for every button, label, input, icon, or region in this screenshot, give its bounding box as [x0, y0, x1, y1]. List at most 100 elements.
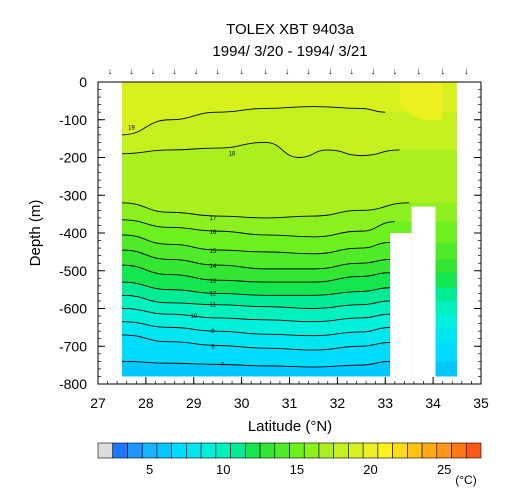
x-tick-label-29: 29	[186, 395, 202, 411]
colorbar-cell-27	[465, 442, 482, 459]
isotherm-label-17: 17	[210, 216, 217, 222]
x-tick-label-31: 31	[282, 395, 298, 411]
mask-gap-2	[411, 206, 436, 384]
x-tick-label-33: 33	[377, 395, 393, 411]
isotherm-19	[122, 106, 386, 136]
colorbar-tick-label-20: 20	[363, 462, 377, 477]
colorbar-cell-11	[230, 442, 246, 459]
isotherm-label-14: 14	[210, 264, 217, 270]
y-tick-label--700: -700	[59, 338, 87, 354]
isotherm-14	[122, 249, 391, 270]
y-axis: 0 -100 -200 -300 -400 -500 -600 -700 -800	[59, 74, 481, 392]
x-tick-label-32: 32	[330, 395, 346, 411]
colorbar-cell-20	[362, 442, 379, 459]
isotherm-labels: 19 18 17 16 15 14 13 12 11 10 9 8 7	[128, 125, 236, 368]
y-tick-label--600: -600	[59, 301, 87, 317]
colorbar-cell-10	[215, 442, 231, 459]
colorbar-tick-label-25: 25	[437, 462, 451, 477]
y-axis-label: Depth (m)	[27, 200, 44, 267]
isotherm-label-7: 7	[221, 362, 225, 368]
colorbar-unit: (°C)	[455, 473, 476, 487]
colorbar-cell-5	[141, 442, 158, 459]
colorbar-tick-label-5: 5	[146, 462, 153, 477]
isotherm-label-19: 19	[128, 125, 135, 131]
isotherm-13	[122, 264, 391, 283]
colorbar-cell-7	[171, 442, 187, 459]
station-marker-3: ↓	[151, 66, 156, 76]
station-marker-4: ↓	[172, 66, 177, 76]
colorbar-tick-label-10: 10	[216, 462, 230, 477]
isotherm-label-16: 16	[210, 230, 217, 236]
isotherm-12	[122, 281, 391, 296]
mask-gap-1	[390, 233, 412, 384]
y-tick-label--500: -500	[59, 263, 87, 279]
station-marker-2: ↓	[129, 66, 134, 76]
warm-patch	[399, 82, 443, 121]
colorbar-cell-14	[274, 442, 290, 459]
station-marker-1: ↓	[108, 66, 113, 76]
y-tick-label--400: -400	[59, 225, 87, 241]
colorbar-cell-19	[348, 442, 364, 459]
station-marker-6: ↓	[215, 66, 220, 76]
colorbar-cell-24	[421, 442, 438, 459]
x-axis-label: Latitude (°N)	[248, 418, 332, 435]
x-tick-label-27: 27	[90, 395, 106, 411]
isotherm-16	[122, 219, 395, 238]
colorbar-cell-22	[392, 442, 408, 459]
station-marker-8: ↓	[263, 66, 268, 76]
isotherm-7	[122, 360, 391, 368]
y-tick-label--800: -800	[59, 376, 87, 392]
x-tick-label-35: 35	[473, 395, 489, 411]
isotherm-label-13: 13	[210, 279, 217, 285]
station-marker-15: ↓	[417, 66, 422, 76]
x-tick-label-30: 30	[234, 395, 250, 411]
isotherm-label-9: 9	[211, 329, 215, 335]
isotherm-label-11: 11	[210, 303, 217, 309]
station-marker-11: ↓	[328, 66, 333, 76]
colorbar-cell-18	[333, 442, 349, 459]
colorbar-cell-12	[245, 442, 261, 459]
isotherm-11	[122, 294, 391, 309]
colorbar-cell-9	[200, 442, 217, 459]
colorbar-cell-16	[303, 442, 320, 459]
y-tick-label--300: -300	[59, 187, 87, 203]
station-marker-9: ↓	[285, 66, 290, 76]
y-tick-label-0: 0	[79, 74, 87, 90]
isotherm-label-10: 10	[190, 314, 197, 320]
chart-subtitle: 1994/ 3/20 - 1994/ 3/21	[212, 43, 367, 60]
isotherm-9	[122, 321, 391, 337]
isotherm-15	[122, 234, 391, 255]
colorbar-cell-26	[451, 442, 467, 459]
station-markers: ↓ ↓ ↓ ↓ ↓ ↓ ↓ ↓ ↓ ↓ ↓ ↓ ↓ ↓ ↓ ↓ ↓	[108, 66, 469, 76]
isotherm-17	[122, 202, 410, 219]
isotherm-10	[122, 308, 391, 323]
station-marker-13: ↓	[371, 66, 376, 76]
y-tick-label--200: -200	[59, 150, 87, 166]
isotherm-label-15: 15	[210, 249, 217, 255]
colorbar-cell-4	[127, 442, 143, 459]
colorbar-cell-2	[97, 442, 114, 459]
colorbar-cell-17	[318, 442, 334, 459]
colorbar-cell-23	[407, 442, 423, 459]
isotherm-label-8: 8	[211, 344, 215, 350]
isotherm-8	[122, 334, 391, 351]
station-marker-12: ↓	[349, 66, 354, 76]
colorbar-cell-3	[112, 442, 128, 459]
station-marker-14: ↓	[393, 66, 398, 76]
colorbar: 5 10 15 20 25	[97, 442, 482, 477]
colorbar-cell-21	[377, 442, 393, 459]
station-marker-16: ↓	[440, 66, 445, 76]
station-marker-10: ↓	[306, 66, 311, 76]
station-marker-17: ↓	[464, 66, 469, 76]
x-tick-label-28: 28	[138, 395, 154, 411]
band-below-7	[122, 361, 457, 377]
station-marker-7: ↓	[239, 66, 244, 76]
colorbar-cell-15	[289, 442, 305, 459]
colorbar-cell-6	[156, 442, 172, 459]
y-tick-label--100: -100	[59, 112, 87, 128]
x-axis: 27 28 29 30 31 32 33 34 35	[90, 377, 489, 411]
colorbar-tick-label-15: 15	[290, 462, 304, 477]
isotherm-label-12: 12	[210, 291, 217, 297]
isotherm-18	[122, 141, 400, 158]
colorbar-cell-13	[259, 442, 276, 459]
